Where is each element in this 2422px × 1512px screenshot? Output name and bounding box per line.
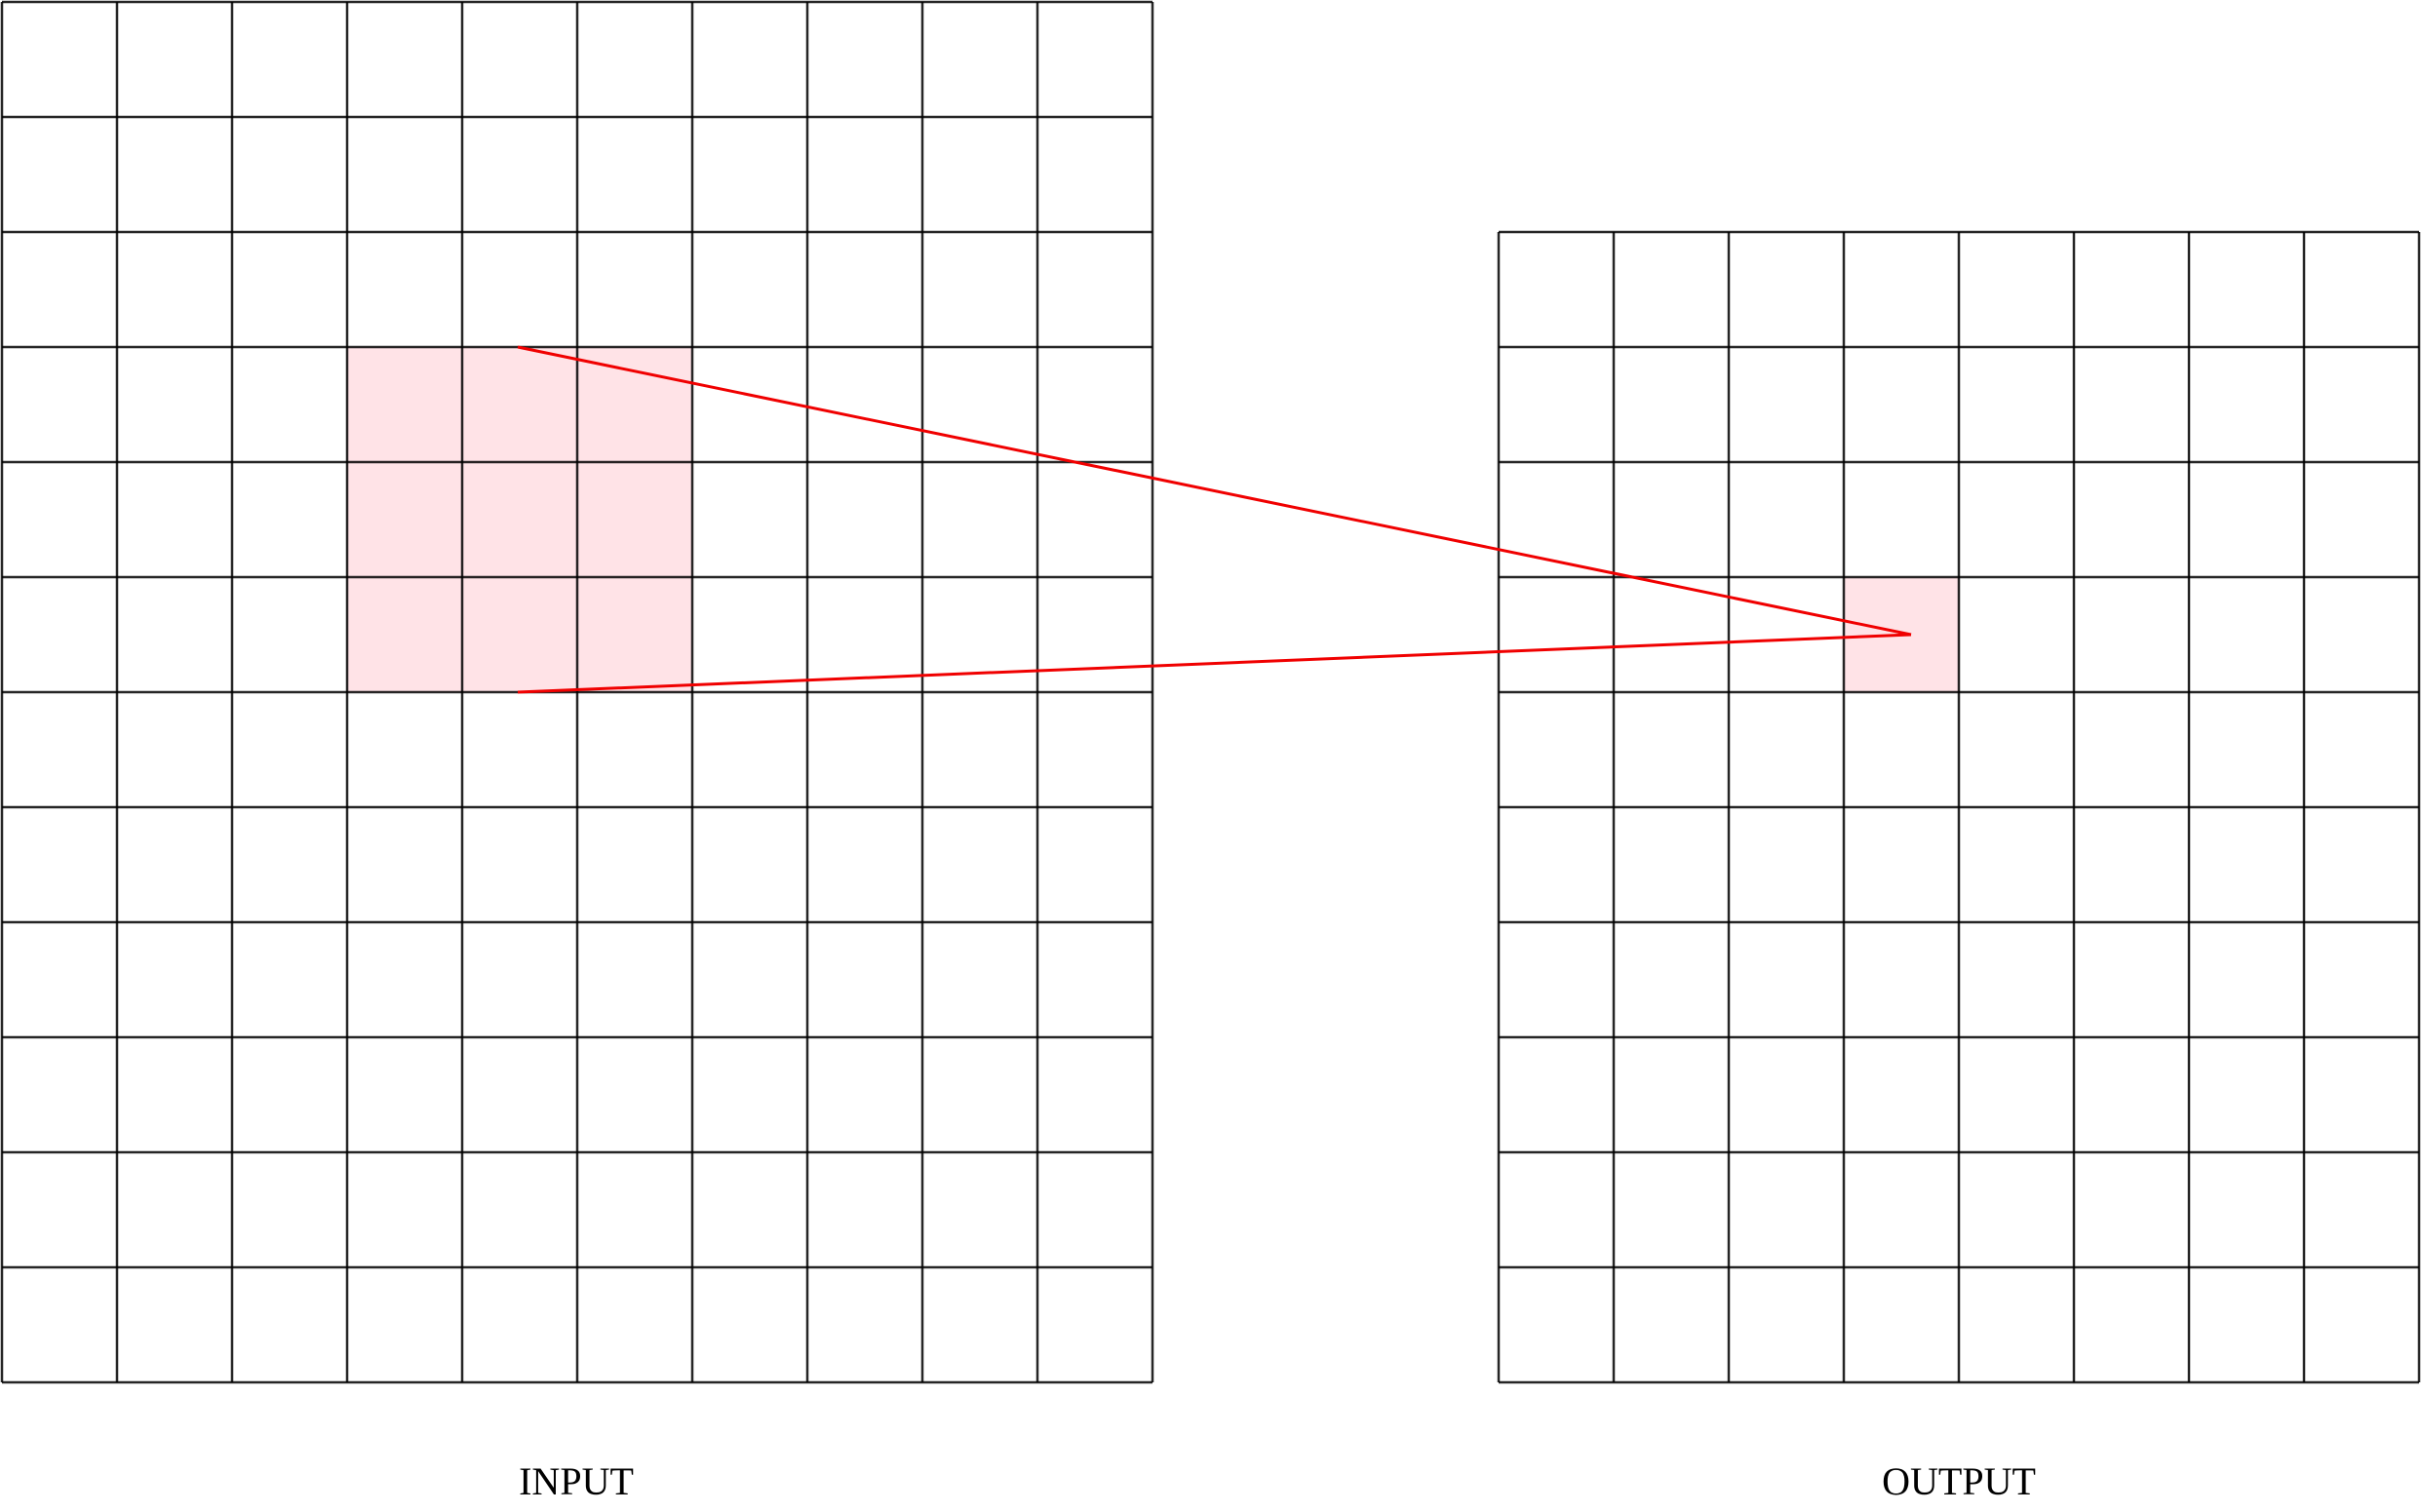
input-label: INPUT <box>519 1459 634 1503</box>
grids <box>0 0 2421 1384</box>
projection-line <box>517 633 1912 694</box>
output-label: OUTPUT <box>1882 1459 2036 1503</box>
receptive-field <box>347 347 692 692</box>
projection-line <box>517 345 1912 637</box>
